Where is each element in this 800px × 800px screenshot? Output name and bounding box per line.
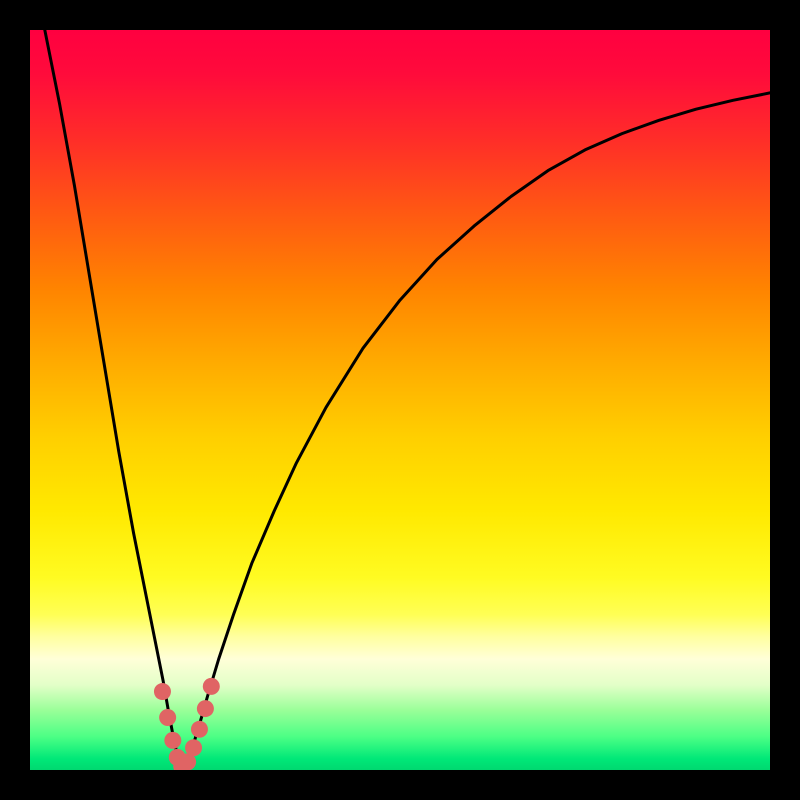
marker-dot bbox=[197, 700, 214, 717]
marker-dot bbox=[185, 739, 202, 756]
marker-dot bbox=[164, 732, 181, 749]
chart-svg bbox=[30, 30, 770, 770]
plot-area bbox=[30, 30, 770, 770]
marker-dot bbox=[159, 709, 176, 726]
marker-dot bbox=[154, 683, 171, 700]
chart-frame: TheBottleneck.com bbox=[0, 0, 800, 800]
marker-dot bbox=[191, 721, 208, 738]
marker-dot bbox=[203, 678, 220, 695]
gradient-background bbox=[30, 30, 770, 770]
